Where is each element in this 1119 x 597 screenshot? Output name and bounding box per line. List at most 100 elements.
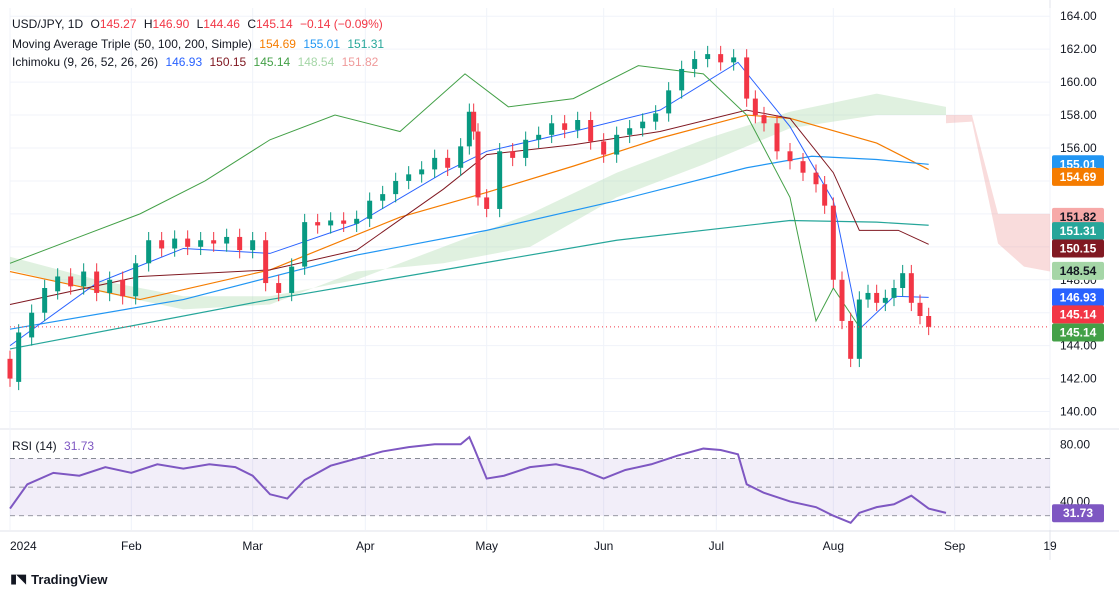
candle-body	[744, 57, 750, 99]
candle-body	[466, 111, 472, 147]
candle-body	[380, 194, 386, 201]
time-tick-label: Apr	[356, 539, 375, 553]
candle-body	[891, 288, 897, 298]
candle-body	[263, 240, 269, 284]
ichimoku-legend-name: Ichimoku (9, 26, 52, 26, 26)	[12, 55, 159, 69]
candle-body	[432, 157, 438, 170]
price-axis-badge-label: 145.14	[1060, 325, 1097, 339]
candle-body	[315, 222, 321, 226]
candle-body	[224, 236, 230, 244]
candle-body	[908, 273, 914, 303]
rsi-value-badge-label: 31.73	[1063, 506, 1093, 520]
candle-body	[523, 139, 529, 158]
candle-body	[354, 218, 360, 224]
candle-body	[302, 222, 308, 267]
symbol-label: USD/JPY, 1D	[12, 17, 84, 31]
candle-body	[159, 240, 165, 249]
candle-body	[761, 115, 767, 124]
rsi-tick-label: 80.00	[1060, 437, 1090, 451]
conversion-value: 146.93	[165, 55, 203, 69]
candle-body	[874, 292, 880, 303]
candle-body	[94, 271, 100, 293]
candle-body	[575, 120, 581, 130]
time-tick-label: Jun	[594, 539, 613, 553]
ma-legend-name: Moving Average Triple (50, 100, 200, Sim…	[12, 37, 252, 51]
time-tick-label: 19	[1043, 539, 1057, 553]
tradingview-brand: TradingView	[31, 571, 108, 587]
candle-body	[830, 205, 836, 280]
high-value: 146.90	[152, 17, 190, 31]
candle-body	[211, 240, 217, 244]
rsi-legend-value: 31.73	[64, 439, 95, 453]
rsi-legend[interactable]: RSI (14) 31.73	[12, 438, 98, 454]
candle-body	[458, 146, 464, 168]
candle-body	[666, 90, 672, 114]
price-axis-badge	[1052, 222, 1104, 241]
candle-body	[81, 271, 87, 287]
price-tick-label: 164.00	[1060, 9, 1097, 23]
candle-body	[445, 157, 451, 168]
candle-body	[926, 316, 932, 327]
candle-body	[601, 141, 607, 155]
price-axis-badge	[1052, 239, 1104, 258]
candle-body	[640, 121, 646, 129]
candle-body	[237, 236, 243, 251]
ichimoku-legend[interactable]: Ichimoku (9, 26, 52, 26, 26) 146.93 150.…	[12, 54, 382, 70]
base-value: 150.15	[209, 55, 247, 69]
candle-body	[865, 292, 871, 300]
candle-body	[653, 113, 659, 122]
close-value: 145.14	[256, 17, 293, 31]
rsi-legend-name: RSI (14)	[12, 439, 57, 453]
span-a-value: 148.54	[297, 55, 335, 69]
rsi-line	[9, 435, 947, 525]
low-label: L	[196, 17, 204, 31]
price-axis-badge-label: 154.69	[1060, 170, 1097, 184]
price-axis-badge-label: 150.15	[1060, 241, 1097, 255]
ma200-value: 151.31	[347, 37, 385, 51]
candle-body	[276, 283, 282, 293]
time-tick-label: Sep	[944, 539, 966, 553]
ma50-value: 154.69	[259, 37, 296, 51]
ma200-line	[9, 219, 929, 350]
time-tick-label: Feb	[121, 539, 142, 553]
candle-body	[731, 57, 737, 63]
candle-body	[627, 128, 633, 135]
time-tick-label: Mar	[242, 539, 263, 553]
candle-body	[856, 299, 862, 359]
change-value: −0.14 (−0.09%)	[300, 17, 383, 31]
candle-body	[484, 197, 490, 209]
open-value: 145.27	[99, 17, 137, 31]
candle-body	[562, 123, 568, 130]
lagging-span	[9, 65, 860, 328]
conversion-line	[9, 61, 929, 347]
price-tick-label: 142.00	[1060, 372, 1097, 386]
price-tick-label: 158.00	[1060, 108, 1097, 122]
candle-body	[614, 134, 620, 155]
candle-body	[848, 320, 854, 359]
candle-body	[536, 134, 542, 140]
candle-body	[419, 169, 425, 175]
candle-body	[718, 54, 724, 63]
price-axis-badge-label: 146.93	[1060, 290, 1097, 304]
ma-legend[interactable]: Moving Average Triple (50, 100, 200, Sim…	[12, 36, 388, 52]
tradingview-logo-icon: ▮◥	[10, 571, 26, 586]
price-axis-badge	[1052, 288, 1104, 307]
price-tick-label: 162.00	[1060, 42, 1097, 56]
ichimoku-cloud-bullish	[10, 93, 946, 310]
candle-body	[588, 120, 594, 142]
price-axis-badge	[1052, 305, 1104, 324]
candle-body	[393, 180, 399, 195]
tradingview-logo[interactable]: ▮◥ TradingView	[10, 571, 108, 587]
candle-body	[497, 151, 503, 209]
price-axis-badge-label: 155.01	[1060, 157, 1097, 171]
price-axis-badge-label: 148.54	[1060, 264, 1097, 278]
price-tick-label: 144.00	[1060, 339, 1097, 353]
candle-body	[679, 68, 685, 91]
ma100-line	[9, 155, 929, 330]
candle-body	[813, 172, 819, 185]
candle-body	[68, 276, 74, 287]
candle-body	[55, 276, 61, 292]
ma100-value: 155.01	[303, 37, 341, 51]
candle-body	[172, 238, 178, 249]
